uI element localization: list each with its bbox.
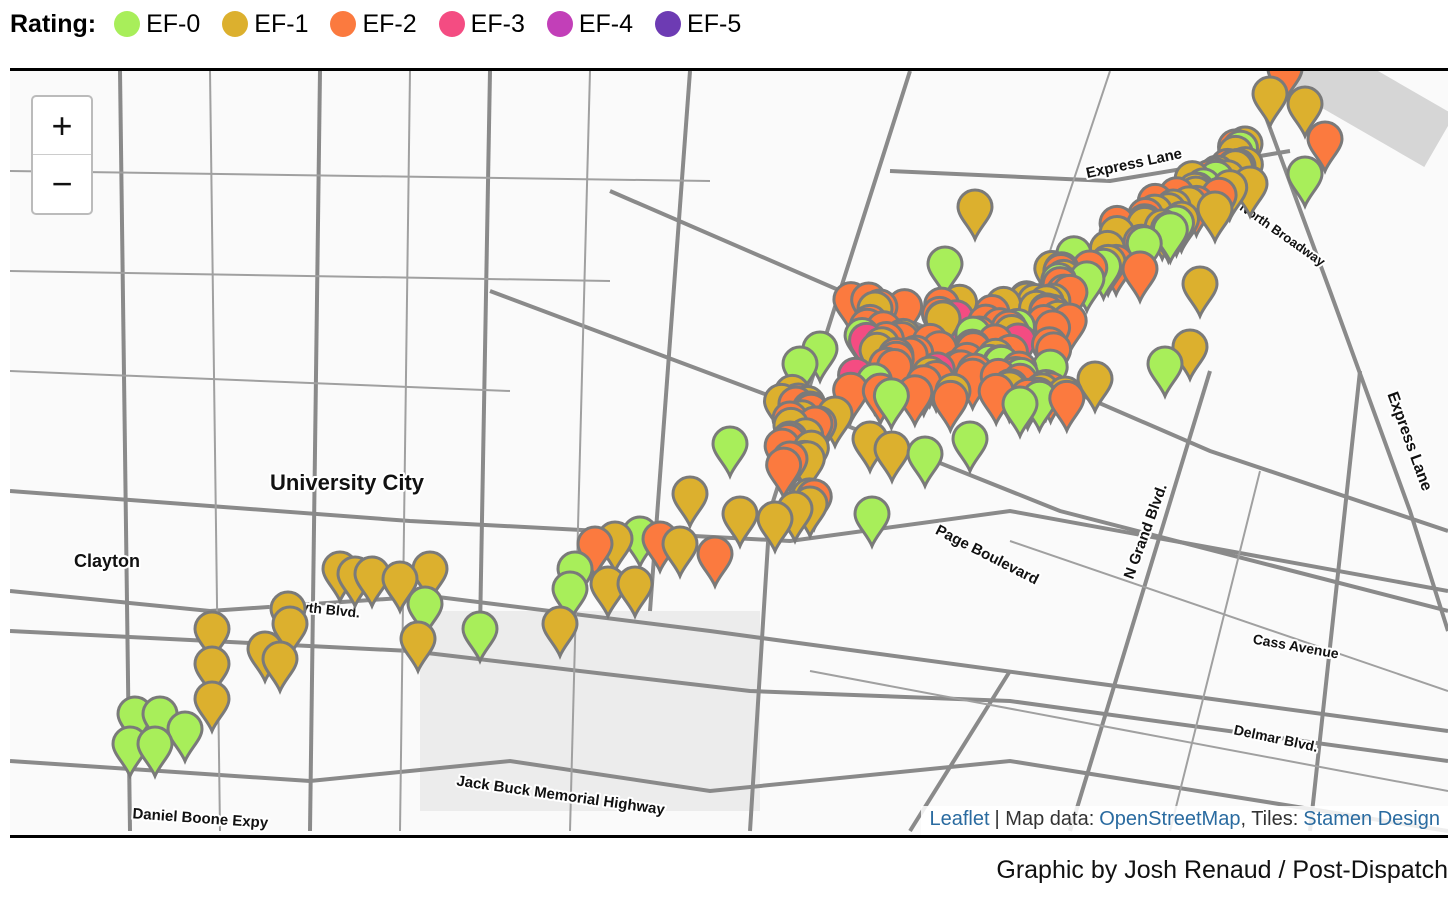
tornado-marker[interactable] <box>399 620 437 675</box>
tornado-marker[interactable] <box>136 725 174 780</box>
tornado-marker[interactable] <box>193 610 231 665</box>
legend-swatch <box>330 11 357 37</box>
legend-swatch <box>655 11 682 37</box>
tornado-marker[interactable] <box>711 425 749 480</box>
tornado-marker[interactable] <box>616 565 654 620</box>
river <box>1285 71 1448 167</box>
map-label: Cass Avenue <box>1252 631 1341 662</box>
map-label: Express Lane <box>1383 390 1435 494</box>
legend-item: EF-0 <box>114 10 200 39</box>
tornado-marker[interactable] <box>406 585 444 640</box>
legend-swatch <box>114 11 141 37</box>
legend-item: EF-1 <box>222 10 308 39</box>
tornado-marker[interactable] <box>1121 250 1159 305</box>
tornado-marker[interactable] <box>781 345 819 400</box>
legend-label: EF-4 <box>578 9 634 38</box>
tornado-marker[interactable] <box>853 495 891 550</box>
tornado-marker[interactable] <box>1251 75 1289 130</box>
attribution-link[interactable]: OpenStreetMap <box>1099 808 1241 830</box>
tornado-marker[interactable] <box>765 446 803 502</box>
tornado-marker[interactable] <box>721 495 759 550</box>
tornado-marker[interactable] <box>926 245 964 300</box>
legend-item: EF-4 <box>546 9 634 39</box>
legend-item: EF-2 <box>330 9 417 39</box>
attribution-text: , Tiles: <box>1240 808 1299 830</box>
legend-label: EF-0 <box>146 9 201 38</box>
legend-item: EF-5 <box>655 10 741 39</box>
tornado-marker[interactable] <box>1048 379 1086 435</box>
zoom-control: + − <box>31 95 93 215</box>
legend-label: EF-3 <box>470 9 525 38</box>
legend-title: Rating: <box>10 9 97 38</box>
legend-swatch <box>222 11 249 37</box>
map-label: Daniel Boone Expy <box>132 805 269 831</box>
tornado-marker[interactable] <box>671 475 709 530</box>
legend-label: EF-5 <box>687 9 742 38</box>
tornado-marker[interactable] <box>1146 345 1184 400</box>
tornado-marker[interactable] <box>696 535 734 590</box>
attribution-link[interactable]: Stamen Design <box>1303 808 1440 830</box>
tornado-marker[interactable] <box>951 420 989 475</box>
tornado-marker[interactable] <box>551 570 589 625</box>
tornado-marker[interactable] <box>956 188 994 243</box>
tornado-marker[interactable] <box>1286 85 1324 140</box>
zoom-out[interactable]: − <box>51 162 73 204</box>
tornado-marker[interactable] <box>261 640 299 695</box>
tornado-marker[interactable] <box>193 680 231 735</box>
map-label: Delmar Blvd. <box>1233 721 1320 754</box>
map-label: University City <box>270 470 425 495</box>
tornado-marker[interactable] <box>1306 120 1344 175</box>
map-label: Clayton <box>74 551 140 571</box>
zoom-in[interactable]: + <box>33 97 91 155</box>
tornado-marker[interactable] <box>381 560 419 615</box>
legend-swatch <box>546 11 573 37</box>
tornado-marker[interactable] <box>1196 190 1234 245</box>
map-label: Page Boulevard <box>933 522 1042 589</box>
tornado-marker[interactable] <box>541 605 579 660</box>
legend-item: EF-3 <box>438 9 525 39</box>
tornado-marker[interactable] <box>461 610 499 665</box>
tornado-marker[interactable] <box>661 525 699 580</box>
map[interactable]: University City Clayton Forsyth Blvd. Page … <box>10 68 1448 838</box>
attribution: Leaflet | Map data: OpenStreetMap, Tiles: S… <box>921 806 1448 835</box>
legend-swatch <box>438 11 465 37</box>
attribution-text: | Map data: <box>994 808 1095 830</box>
tornado-marker[interactable] <box>166 710 204 765</box>
attribution-link[interactable]: Leaflet <box>929 808 990 830</box>
legend: Rating: EF-0 EF-1 EF-2 EF-3 EF-4 EF-5 <box>10 8 763 40</box>
tornado-marker[interactable] <box>1001 385 1039 440</box>
tornado-marker[interactable] <box>756 500 794 555</box>
tornado-marker[interactable] <box>1286 155 1324 210</box>
tornado-marker[interactable] <box>931 379 969 435</box>
tornado-marker[interactable] <box>906 435 944 490</box>
tornado-marker[interactable] <box>193 645 231 700</box>
credit: Graphic by Josh Renaud / Post-Dispatch <box>996 856 1448 884</box>
legend-label: EF-2 <box>362 9 417 38</box>
tornado-marker[interactable] <box>271 605 309 660</box>
tornado-marker[interactable] <box>1181 265 1219 320</box>
tornado-marker[interactable] <box>873 430 911 485</box>
legend-label: EF-1 <box>254 9 309 38</box>
tornado-marker[interactable] <box>872 377 910 432</box>
